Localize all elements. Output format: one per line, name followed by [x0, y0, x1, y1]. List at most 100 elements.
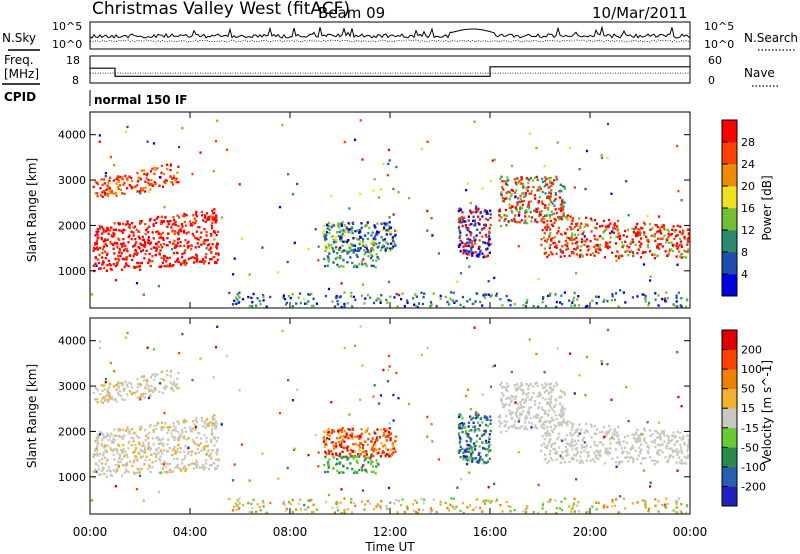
scatter-cell — [145, 174, 149, 177]
scatter-cell — [481, 458, 484, 461]
scatter-cell — [524, 511, 528, 514]
scatter-cell — [158, 251, 161, 255]
scatter-cell — [470, 240, 473, 243]
scatter-cell — [520, 200, 523, 203]
scatter-cell — [682, 437, 685, 441]
scatter-cell — [463, 422, 466, 425]
scatter-cell — [350, 226, 354, 229]
scatter-cell — [154, 253, 158, 257]
scatter-cell — [493, 276, 496, 280]
scatter-cell — [467, 219, 470, 222]
scatter-cell — [216, 119, 219, 122]
scatter-cell — [115, 434, 118, 437]
y-tick-label: 3000 — [58, 380, 86, 393]
scatter-cell — [357, 453, 360, 456]
scatter-cell — [665, 300, 668, 303]
scatter-cell — [380, 246, 384, 249]
scatter-cell — [99, 473, 102, 476]
scatter-cell — [552, 388, 555, 392]
scatter-cell — [549, 195, 552, 198]
scatter-cell — [105, 253, 109, 257]
scatter-cell — [585, 216, 588, 219]
scatter-cell — [385, 298, 388, 302]
colorbar-segment — [722, 447, 737, 468]
scatter-cell — [163, 471, 166, 474]
scatter-cell — [109, 446, 112, 450]
scatter-cell — [575, 430, 578, 433]
scatter-cell — [335, 294, 338, 298]
scatter-cell — [505, 294, 508, 298]
scatter-cell — [113, 252, 116, 255]
scatter-cell — [532, 304, 535, 308]
scatter-cell — [516, 177, 519, 180]
scatter-cell — [212, 216, 215, 219]
scatter-cell — [683, 249, 686, 253]
scatter-cell — [510, 370, 513, 374]
scatter-cell — [241, 504, 245, 507]
scatter-cell — [519, 206, 522, 209]
scatter-cell — [545, 177, 548, 181]
scatter-cell — [144, 223, 147, 226]
scatter-cell — [546, 195, 549, 199]
scatter-cell — [215, 449, 218, 453]
scatter-cell — [148, 225, 151, 228]
scatter-cell — [561, 451, 564, 454]
scatter-cell — [523, 221, 526, 225]
scatter-cell — [139, 427, 143, 430]
scatter-cell — [615, 255, 618, 258]
scatter-cell — [471, 302, 474, 306]
scatter-cell — [172, 176, 176, 180]
scatter-cell — [671, 434, 674, 437]
scatter-cell — [394, 450, 397, 453]
scatter-cell — [604, 245, 607, 248]
scatter-cell — [171, 436, 174, 439]
scatter-cell — [519, 207, 522, 211]
scatter-cell — [468, 250, 471, 253]
scatter-cell — [662, 224, 666, 227]
scatter-cell — [631, 433, 634, 436]
scatter-cell — [337, 222, 340, 225]
scatter-cell — [176, 377, 179, 380]
scatter-cell — [144, 180, 147, 183]
scatter-cell — [96, 195, 99, 198]
scatter-cell — [544, 304, 548, 308]
scatter-cell — [112, 228, 115, 231]
scatter-cell — [524, 418, 527, 421]
scatter-cell — [98, 267, 101, 270]
scatter-cell — [505, 430, 508, 433]
scatter-cell — [372, 454, 375, 458]
scatter-cell — [177, 225, 180, 228]
scatter-cell — [572, 458, 575, 461]
scatter-cell — [113, 439, 116, 442]
scatter-cell — [486, 460, 489, 463]
scatter-cell — [462, 451, 465, 454]
scatter-cell — [200, 449, 203, 452]
scatter-cell — [338, 256, 341, 259]
scatter-cell — [481, 252, 484, 255]
scatter-cell — [372, 443, 375, 446]
scatter-cell — [564, 445, 567, 449]
scatter-cell — [551, 408, 554, 411]
scatter-cell — [95, 239, 99, 242]
scatter-cell — [162, 378, 166, 382]
colorbar-frame — [721, 329, 738, 507]
scatter-cell — [163, 205, 166, 209]
scatter-cell — [610, 299, 613, 302]
scatter-cell — [586, 451, 589, 454]
scatter-cell — [542, 296, 545, 299]
scatter-cell — [636, 428, 639, 432]
scatter-cell — [458, 230, 461, 233]
scatter-cell — [548, 226, 551, 230]
scatter-cell — [593, 219, 596, 222]
scatter-cell — [126, 125, 129, 129]
scatter-cell — [107, 192, 110, 195]
scatter-cell — [562, 411, 565, 414]
scatter-cell — [130, 393, 133, 396]
scatter-cell — [108, 187, 112, 190]
scatter-cell — [551, 202, 554, 205]
scatter-cell — [517, 212, 521, 215]
scatter-cell — [571, 458, 574, 461]
scatter-cell — [143, 169, 146, 172]
scatter-cell — [96, 454, 100, 457]
scatter-cell — [204, 214, 207, 217]
